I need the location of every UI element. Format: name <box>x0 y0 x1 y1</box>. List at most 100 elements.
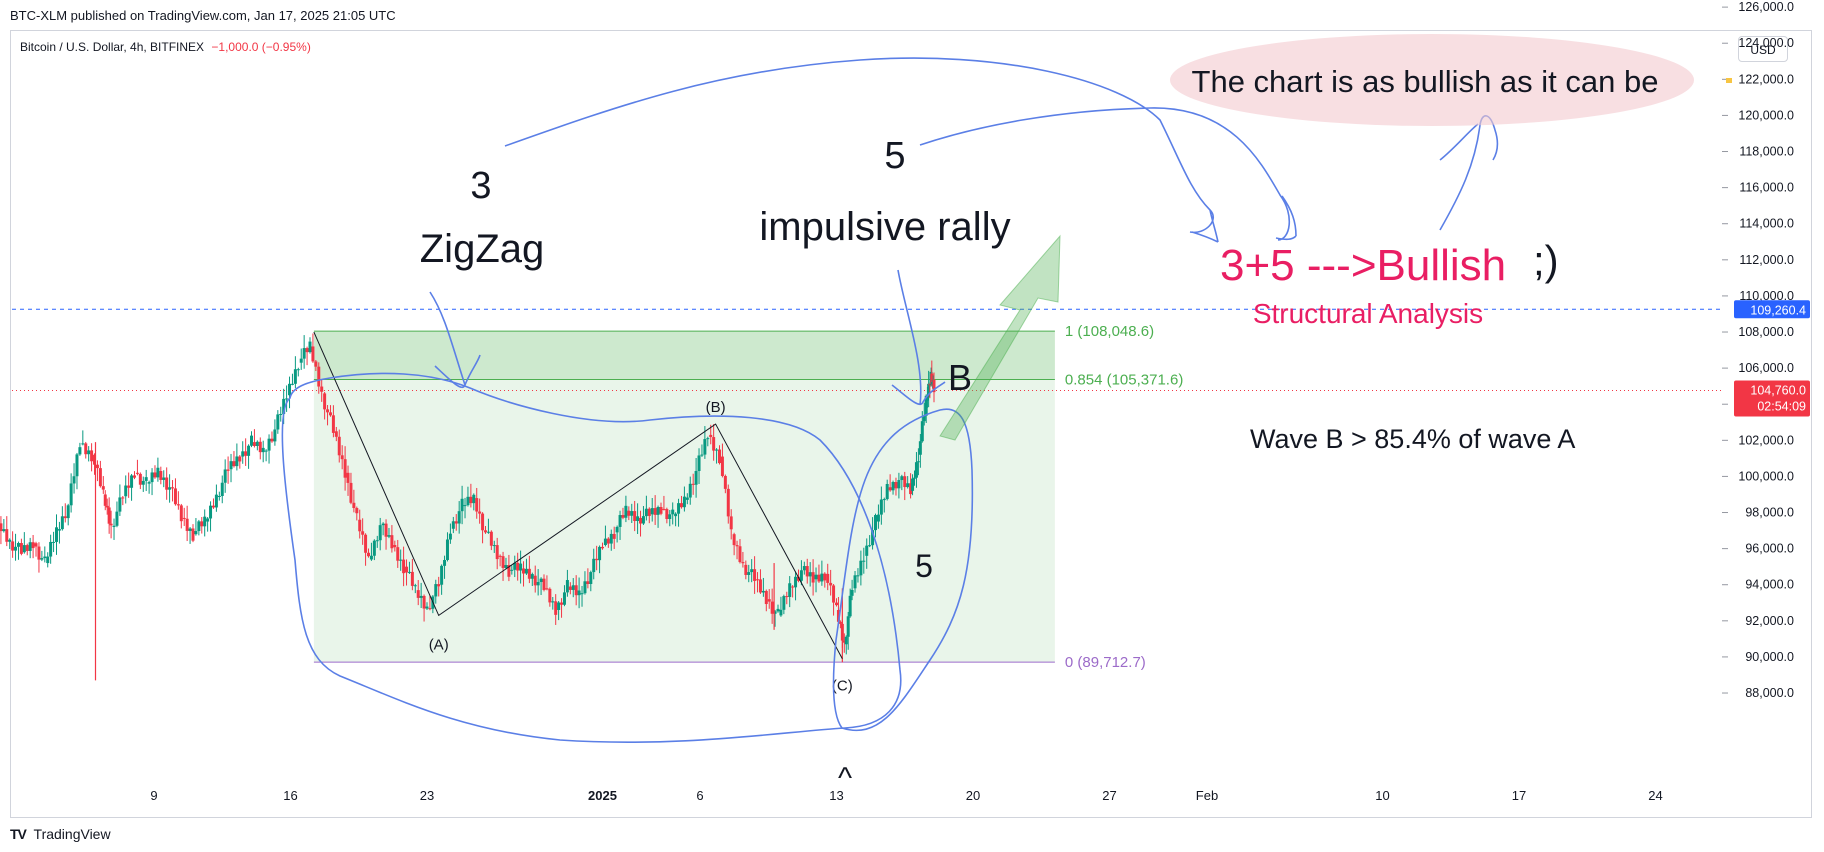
candle-body <box>393 545 397 548</box>
candle-body <box>179 505 183 522</box>
candle-body <box>571 585 575 590</box>
candle-body <box>390 535 394 549</box>
candle-body <box>138 473 142 485</box>
candle-body <box>738 546 742 563</box>
candle-body <box>612 533 616 539</box>
candle-body <box>773 611 777 614</box>
candle-body <box>52 541 56 543</box>
candle-body <box>900 476 904 481</box>
candle-body <box>223 469 227 483</box>
currency-button[interactable]: USD <box>1738 36 1788 62</box>
candle-body <box>753 569 757 581</box>
candle-body <box>5 529 9 542</box>
candle-body <box>888 487 892 491</box>
candle-body <box>457 511 461 524</box>
candle-body <box>372 540 376 556</box>
candle-body <box>250 435 253 446</box>
candle-body <box>565 580 569 593</box>
candle-body <box>897 480 901 489</box>
candle-body <box>25 545 29 551</box>
candle-body <box>107 507 111 524</box>
price-axis-label: 92,000.0 <box>1745 614 1794 628</box>
wave-label-a: (A) <box>429 636 449 653</box>
candle-body <box>844 636 848 645</box>
candle-body <box>644 508 648 517</box>
candle-body <box>361 531 365 535</box>
annotation-structural: Structural Analysis <box>1253 298 1483 329</box>
candle-body <box>770 601 774 614</box>
candle-body <box>879 499 883 515</box>
published-by-line: BTC-XLM published on TradingView.com, Ja… <box>10 8 396 23</box>
candle-body <box>144 477 148 481</box>
candles-group <box>0 333 936 655</box>
price-axis-label: 112,000.0 <box>1739 253 1794 267</box>
candle-body <box>127 485 131 488</box>
candle-body <box>850 589 854 596</box>
candle-body <box>130 475 134 488</box>
candle-body <box>60 516 64 530</box>
candle-body <box>328 412 332 416</box>
last-price-tag-label: 104,760.0 <box>1750 384 1806 398</box>
candle-body <box>495 545 499 560</box>
candle-body <box>81 443 85 445</box>
candle-body <box>95 464 99 469</box>
candle-body <box>405 566 409 573</box>
time-axis: 9 16 23 2025 6 13 20 27 Feb 10 17 24 <box>150 788 1662 803</box>
candle-body <box>671 509 675 515</box>
candle-body <box>823 573 827 581</box>
candle-body <box>311 346 315 362</box>
wave-label-c: (C) <box>832 678 853 695</box>
candle-body <box>87 450 91 455</box>
candle-body <box>906 483 910 488</box>
candle-body <box>835 602 838 606</box>
candle-body <box>486 531 490 533</box>
wave-label-b: (B) <box>706 399 726 416</box>
candle-body <box>168 487 172 490</box>
candle-body <box>920 421 924 442</box>
candle-body <box>299 358 303 363</box>
candle-body <box>16 543 20 547</box>
candle-body <box>659 507 663 514</box>
candle-body <box>317 366 321 387</box>
price-axis-label: 102,000.0 <box>1738 433 1794 447</box>
candle-body <box>519 563 523 571</box>
candle-body <box>842 640 846 643</box>
candle-body <box>568 586 572 590</box>
price-axis-label: 88,000.0 <box>1745 686 1794 700</box>
candle-body <box>326 409 330 413</box>
candle-body <box>554 601 558 615</box>
brand-name: TradingView <box>33 826 111 842</box>
candle-body <box>589 572 593 584</box>
candle-body <box>853 575 857 589</box>
candle-body <box>69 483 73 506</box>
price-axis-label: 94,000.0 <box>1745 578 1794 592</box>
candle-body <box>580 593 584 595</box>
candle-body <box>700 454 704 456</box>
candle-body <box>247 445 251 456</box>
candle-body <box>226 469 230 471</box>
annotation-wave-b-note: Wave B > 85.4% of wave A <box>1250 424 1575 454</box>
candle-body <box>419 595 423 598</box>
annotation-zigzag: ZigZag <box>420 227 545 271</box>
candle-body <box>679 503 683 508</box>
candle-body <box>560 602 564 605</box>
candle-body <box>255 441 259 447</box>
candle-body <box>78 447 82 455</box>
candle-body <box>492 545 496 547</box>
candle-body <box>402 559 406 574</box>
candle-body <box>232 461 236 467</box>
candle-body <box>859 560 863 576</box>
candle-body <box>756 579 760 581</box>
candle-body <box>791 586 795 588</box>
candle-body <box>173 488 177 505</box>
candle-body <box>829 582 833 586</box>
candle-body <box>838 621 842 624</box>
price-axis-label: 114,000.0 <box>1739 217 1794 231</box>
candle-body <box>252 442 256 447</box>
bubble-ellipse <box>1170 34 1694 126</box>
price-axis-label: 90,000.0 <box>1745 650 1794 664</box>
candle-body <box>747 572 751 575</box>
candle-body <box>124 485 128 497</box>
time-axis-label: 16 <box>283 788 297 803</box>
